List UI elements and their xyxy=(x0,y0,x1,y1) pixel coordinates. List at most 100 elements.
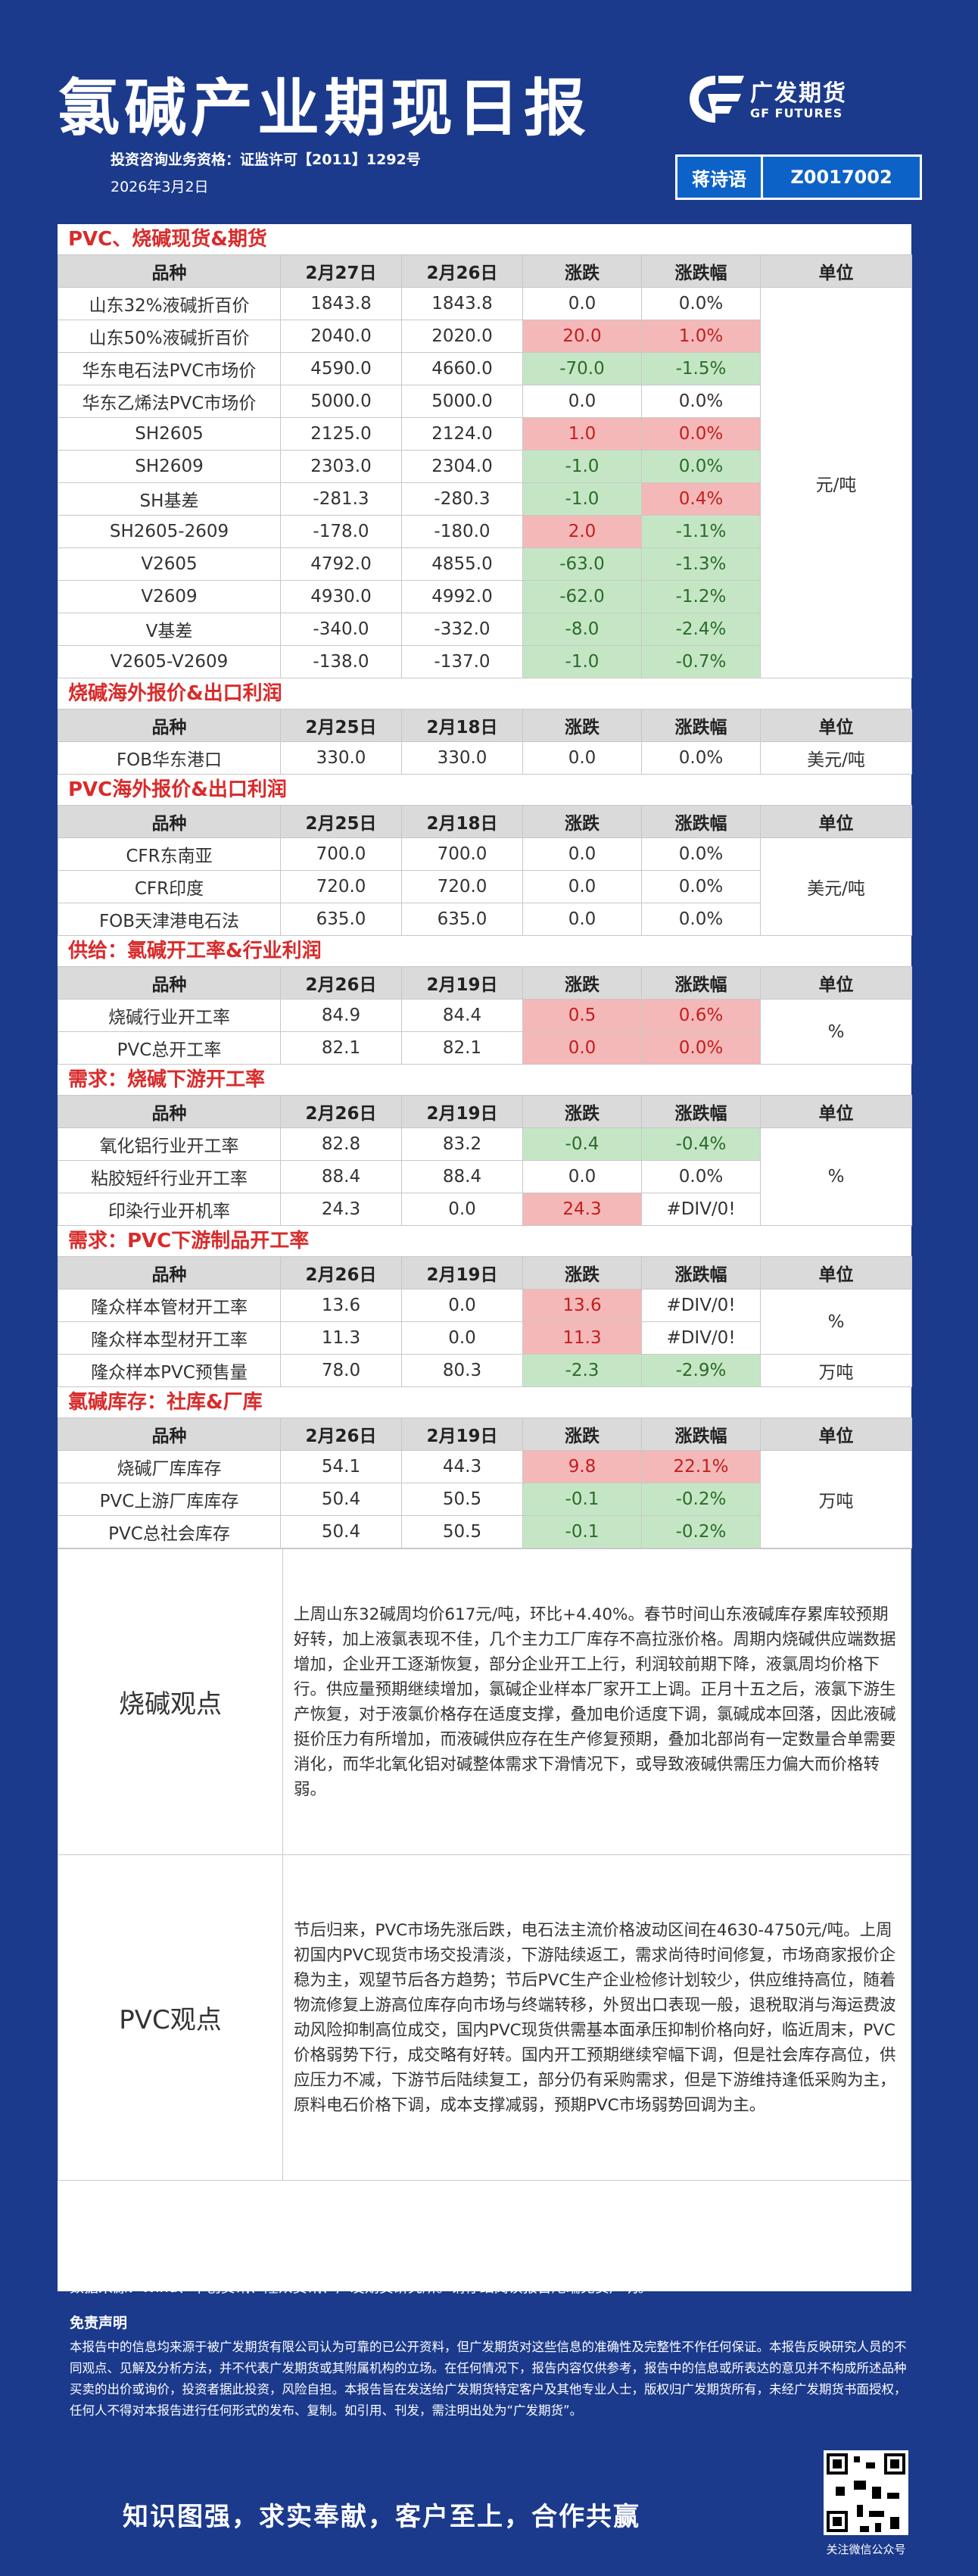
item-name: V2605 xyxy=(58,547,281,581)
value-previous: 0.0 xyxy=(401,1289,523,1322)
column-header: 2月19日 xyxy=(401,1256,523,1290)
change-percent: #DIV/0! xyxy=(641,1193,761,1226)
value-previous: -280.3 xyxy=(401,482,523,516)
item-name: 烧碱厂库库存 xyxy=(58,1450,281,1483)
views-table: 烧碱观点 上周山东32碱周均价617元/吨，环比+4.40%。春节时间山东液碱库… xyxy=(58,1548,911,2181)
column-header: 单位 xyxy=(760,805,912,838)
section-title: PVC海外报价&出口利润 xyxy=(68,778,287,801)
change-percent: 0.0% xyxy=(641,870,761,903)
disclaimer-title: 免责声明 xyxy=(70,2315,128,2331)
change-percent: -0.2% xyxy=(641,1515,761,1548)
column-header: 涨跌幅 xyxy=(641,1256,761,1290)
section-title: PVC、烧碱现货&期货 xyxy=(68,228,267,251)
data-source: 数据来源：Wind、卓创资讯、隆众资讯、广发期货研究所。请仔细阅读报告尾端免责声… xyxy=(70,2279,653,2296)
column-header: 单位 xyxy=(760,1095,912,1128)
value-previous: 4855.0 xyxy=(401,547,523,581)
analyst-box: 蒋诗语 Z0017002 xyxy=(675,154,922,200)
value-previous: 330.0 xyxy=(401,741,523,775)
table-row: SH2605 2125.0 2124.0 1.0 0.0% xyxy=(58,417,912,451)
value-previous: 1843.8 xyxy=(401,287,523,320)
change-value: 0.0 xyxy=(522,870,642,903)
company-slogan: 知识图强，求实奉献，客户至上，合作共赢 xyxy=(123,2502,640,2532)
column-header: 涨跌 xyxy=(522,1417,642,1451)
section-title: 氯碱库存：社库&厂库 xyxy=(68,1391,263,1414)
change-percent: -2.9% xyxy=(641,1354,761,1387)
column-header: 单位 xyxy=(760,709,912,742)
table-row: V2605 4792.0 4855.0 -63.0 -1.3% xyxy=(58,547,912,581)
value-previous: 83.2 xyxy=(401,1127,523,1161)
value-previous: 0.0 xyxy=(401,1193,523,1226)
gf-futures-logo: 广发期货 GF FUTURES xyxy=(685,71,882,127)
column-header: 涨跌 xyxy=(522,966,642,1000)
unit-cell: % xyxy=(760,1289,912,1355)
change-value: 20.0 xyxy=(522,320,642,353)
change-value: 0.0 xyxy=(522,1031,642,1065)
value-previous: 2124.0 xyxy=(401,417,523,451)
value-previous: 80.3 xyxy=(401,1354,523,1387)
value-previous: -332.0 xyxy=(401,613,523,646)
value-current: 4930.0 xyxy=(280,580,402,613)
qr-caption: 关注微信公众号 xyxy=(826,2543,906,2556)
change-percent: -0.2% xyxy=(641,1483,761,1516)
analyst-code: Z0017002 xyxy=(790,167,892,188)
view-row-pvc: PVC观点 节后归来，PVC市场先涨后跌，电石法主流价格波动区间在4630-47… xyxy=(58,1854,911,2181)
table-row: 烧碱厂库库存 54.1 44.3 9.8 22.1% 万吨 xyxy=(58,1450,912,1548)
column-header: 涨跌幅 xyxy=(641,805,761,838)
view-label: PVC观点 xyxy=(58,1854,283,2181)
value-current: 88.4 xyxy=(280,1160,402,1193)
value-current: 635.0 xyxy=(280,903,402,936)
item-name: 山东50%液碱折百价 xyxy=(58,320,281,353)
section-title: 供给：氯碱开工率&行业利润 xyxy=(68,940,322,962)
change-percent: 22.1% xyxy=(641,1450,761,1483)
change-percent: #DIV/0! xyxy=(641,1289,761,1322)
table-row: 山东32%液碱折百价 1843.8 1843.8 0.0 0.0% 元/吨 xyxy=(58,287,912,678)
item-name: SH2605 xyxy=(58,417,281,451)
change-value: 0.5 xyxy=(522,999,642,1032)
item-name: 山东32%液碱折百价 xyxy=(58,287,281,320)
value-current: -178.0 xyxy=(280,515,402,548)
column-header: 单位 xyxy=(760,966,912,1000)
view-label: 烧碱观点 xyxy=(58,1548,283,1855)
table-row: 华东乙烯法PVC市场价 5000.0 5000.0 0.0 0.0% xyxy=(58,385,912,418)
report-card: PVC、烧碱现货&期货 品种 2月27日 2月26日 涨跌 涨跌幅 单位 山东32%液碱折百价… xyxy=(58,224,912,2291)
table-header-row: 品种 2月26日 2月19日 涨跌 涨跌幅 单位 xyxy=(58,1417,912,1451)
license-text: 投资咨询业务资格：证监许可【2011】1292号 xyxy=(111,151,421,168)
value-current: 54.1 xyxy=(280,1450,402,1483)
unit-cell: % xyxy=(760,999,912,1065)
value-previous: 5000.0 xyxy=(401,385,523,418)
item-name: PVC总社会库存 xyxy=(58,1515,281,1548)
value-current: 82.8 xyxy=(280,1127,402,1161)
column-header: 2月26日 xyxy=(280,1417,402,1451)
gf-logo-icon xyxy=(690,76,744,123)
column-header: 涨跌 xyxy=(522,254,642,288)
value-current: 2125.0 xyxy=(280,417,402,451)
column-header: 2月25日 xyxy=(280,805,402,838)
change-value: -0.1 xyxy=(522,1483,642,1516)
value-previous: 84.4 xyxy=(401,999,523,1032)
table-header-row: 品种 2月26日 2月19日 涨跌 涨跌幅 单位 xyxy=(58,966,912,1000)
data-table: 品种 2月27日 2月26日 涨跌 涨跌幅 单位 山东32%液碱折百价 1843.8 1843.… xyxy=(58,254,912,678)
disclaimer-text: 本报告中的信息均来源于被广发期货有限公司认为可靠的已公开资料，但广发期货对这些信… xyxy=(70,2340,907,2418)
change-value: -1.0 xyxy=(522,482,642,516)
qr-code-icon[interactable] xyxy=(824,2450,908,2535)
table-row: 氧化铝行业开工率 82.8 83.2 -0.4 -0.4%% xyxy=(58,1127,912,1226)
column-header: 涨跌 xyxy=(522,709,642,742)
column-header: 品种 xyxy=(58,805,281,838)
change-value: 9.8 xyxy=(522,1450,642,1483)
unit-cell: 美元/吨 xyxy=(760,837,912,936)
item-name: SH2605-2609 xyxy=(58,515,281,548)
change-value: -70.0 xyxy=(522,352,642,385)
value-current: 4792.0 xyxy=(280,547,402,581)
value-current: -281.3 xyxy=(280,482,402,516)
column-header: 2月18日 xyxy=(401,709,523,742)
change-value: 0.0 xyxy=(522,385,642,418)
column-header: 2月26日 xyxy=(280,966,402,1000)
column-header: 涨跌幅 xyxy=(641,709,761,742)
value-previous: 635.0 xyxy=(401,903,523,936)
table-header-row: 品种 2月26日 2月19日 涨跌 涨跌幅 单位 xyxy=(58,1256,912,1290)
table-row: PVC上游厂库库存 50.4 50.5 -0.1 -0.2% xyxy=(58,1483,912,1516)
value-current: 82.1 xyxy=(280,1031,402,1065)
column-header: 品种 xyxy=(58,1095,281,1128)
change-percent: -1.3% xyxy=(641,547,761,581)
table-row: PVC总开工率 82.1 82.1 0.0 0.0% xyxy=(58,1031,912,1065)
